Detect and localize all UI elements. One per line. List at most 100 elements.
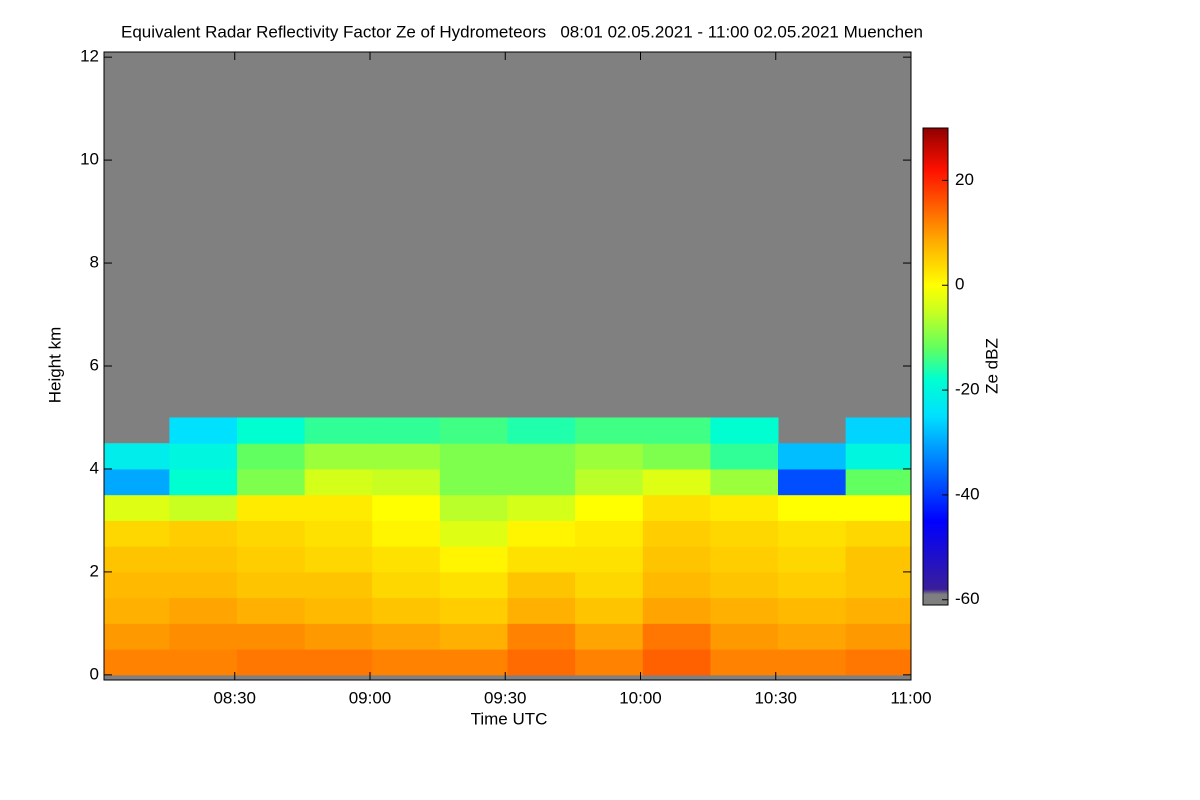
heatmap-cell (845, 417, 911, 444)
heatmap-cell (575, 468, 644, 496)
heatmap-cell (304, 546, 373, 573)
heatmap-cell (642, 623, 711, 650)
heatmap-cell (778, 468, 847, 496)
x-axis-label: Time UTC (471, 709, 548, 728)
heatmap-cell (845, 571, 911, 599)
colorbar-tick-label: 20 (955, 170, 974, 189)
heatmap-cell (575, 417, 644, 444)
heatmap-cell (169, 597, 238, 624)
x-tick-label: 09:00 (349, 688, 392, 707)
colorbar-tick-label: 0 (955, 275, 964, 294)
heatmap-cell (710, 597, 779, 624)
heatmap-cell (372, 546, 441, 573)
heatmap-cell (304, 623, 373, 650)
heatmap-cell (642, 494, 711, 521)
heatmap-cell (507, 417, 576, 444)
heatmap-cell (778, 546, 847, 573)
x-tick-label: 10:00 (619, 688, 662, 707)
y-tick-label: 10 (80, 150, 99, 169)
colorbar (922, 127, 949, 606)
y-tick-label: 12 (80, 47, 99, 66)
heatmap-cell (642, 520, 711, 547)
heatmap-cell (104, 649, 170, 676)
heatmap-cell (372, 649, 441, 676)
x-tick-label: 10:30 (754, 688, 797, 707)
heatmap-cell (642, 571, 711, 599)
heatmap-cell (778, 443, 847, 470)
colorbar-label: Ze dBZ (982, 338, 1001, 394)
heatmap-cell (439, 468, 508, 496)
heatmap-cell (642, 649, 711, 676)
heatmap-cell (710, 468, 779, 496)
heatmap-cell (372, 571, 441, 599)
heatmap-cell (304, 571, 373, 599)
heatmap-cell (575, 597, 644, 624)
heatmap-cell (439, 494, 508, 521)
heatmap-cell (236, 597, 306, 624)
heatmap-cell (778, 571, 847, 599)
heatmap-cell (778, 494, 847, 521)
heatmap-cell (575, 494, 644, 521)
heatmap-cell (169, 443, 238, 470)
heatmap-cell (710, 443, 779, 470)
heatmap-cell (845, 520, 911, 547)
heatmap-cell (575, 571, 644, 599)
heatmap-cell (169, 468, 238, 496)
heatmap-cell (575, 443, 644, 470)
heatmap-cell (778, 597, 847, 624)
heatmap-cell (304, 649, 373, 676)
heatmap-cell (575, 546, 644, 573)
colorbar-tick-label: -20 (955, 380, 980, 399)
heatmap-cell (439, 443, 508, 470)
heatmap-cell (642, 597, 711, 624)
heatmap-cell (439, 520, 508, 547)
heatmap-cell (507, 571, 576, 599)
heatmap-cell (778, 623, 847, 650)
y-tick-label: 0 (90, 664, 99, 683)
heatmap-cell (169, 494, 238, 521)
heatmap-cell (236, 520, 306, 547)
heatmap-cell (710, 649, 779, 676)
colorbar-tick-label: -40 (955, 484, 980, 503)
heatmap-cell (507, 649, 576, 676)
x-tick-label: 11:00 (890, 688, 931, 707)
heatmap-cell (104, 571, 170, 599)
heatmap-cell (372, 520, 441, 547)
heatmap-cell (507, 520, 576, 547)
heatmap-cell (642, 417, 711, 444)
heatmap-cell (169, 623, 238, 650)
heatmap-cell (507, 623, 576, 650)
heatmap-cell (304, 520, 373, 547)
heatmap-cell (236, 468, 306, 496)
y-tick-label: 2 (90, 561, 99, 580)
heatmap-cell (575, 649, 644, 676)
chart-title: Equivalent Radar Reflectivity Factor Ze … (121, 22, 923, 41)
heatmap-cell (845, 623, 911, 650)
heatmap-cell (642, 546, 711, 573)
heatmap-cell (304, 494, 373, 521)
heatmap-cell (710, 417, 779, 444)
heatmap-cell (845, 443, 911, 470)
heatmap-cell (710, 546, 779, 573)
heatmap-cell (104, 468, 170, 496)
heatmap-cell (236, 417, 306, 444)
heatmap-cell (845, 649, 911, 676)
heatmap-cell (372, 468, 441, 496)
heatmap-cell (372, 494, 441, 521)
heatmap-cell (439, 546, 508, 573)
heatmap-cell (236, 623, 306, 650)
heatmap-cell (710, 520, 779, 547)
heatmap-cell (169, 520, 238, 547)
heatmap-cell (236, 494, 306, 521)
heatmap-cell (104, 623, 170, 650)
heatmap-cell (439, 623, 508, 650)
heatmap-cell (104, 520, 170, 547)
heatmap-cell (372, 417, 441, 444)
y-tick-label: 4 (90, 458, 99, 477)
heatmap-cell (372, 597, 441, 624)
heatmap-cell (507, 546, 576, 573)
heatmap-cell (845, 546, 911, 573)
heatmap-cell (104, 597, 170, 624)
